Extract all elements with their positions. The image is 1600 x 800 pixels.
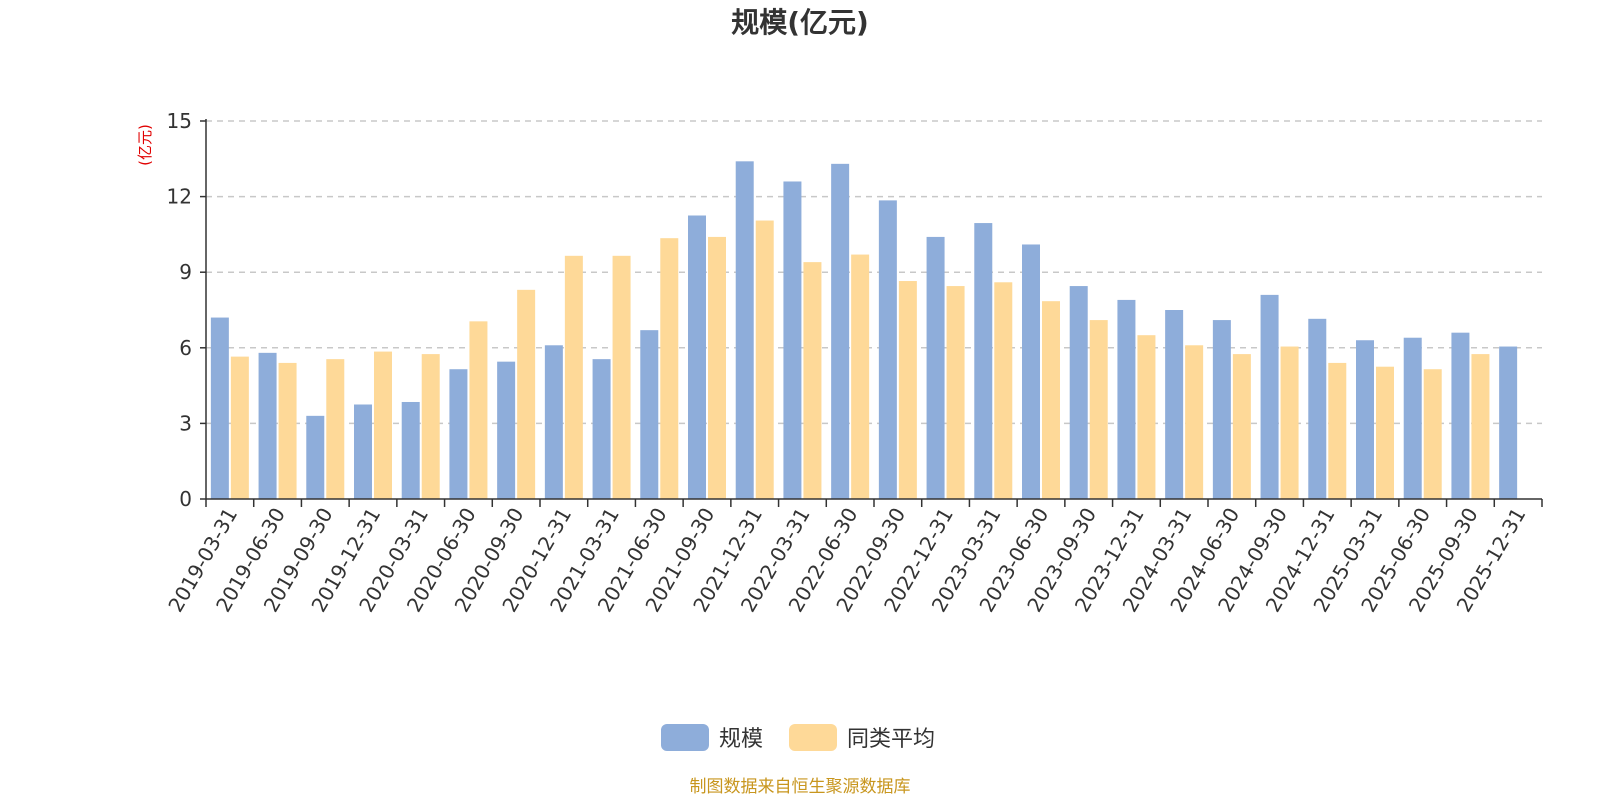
- bar-scale[interactable]: [544, 345, 563, 499]
- bar-peer-average[interactable]: [326, 359, 345, 499]
- y-tick-label: 9: [179, 260, 192, 284]
- bar-peer-average[interactable]: [1376, 366, 1394, 499]
- bar-peer-average[interactable]: [1232, 354, 1251, 499]
- bar-scale[interactable]: [354, 404, 372, 500]
- y-tick-label: 0: [179, 487, 192, 511]
- bar-scale[interactable]: [1022, 244, 1040, 499]
- y-tick-label: 12: [167, 185, 192, 209]
- y-tick-label: 15: [167, 109, 192, 133]
- bar-peer-average[interactable]: [898, 281, 917, 499]
- y-tick-label: 3: [179, 411, 192, 435]
- bar-scale[interactable]: [497, 361, 516, 499]
- bar-peer-average[interactable]: [1042, 301, 1060, 499]
- bar-peer-average[interactable]: [1137, 335, 1156, 499]
- bar-scale[interactable]: [926, 236, 945, 500]
- bar-peer-average[interactable]: [1328, 362, 1347, 499]
- x-tick-labels: 2019-03-312019-06-302019-09-302019-12-31…: [163, 503, 1530, 616]
- bar-scale[interactable]: [1260, 294, 1279, 499]
- bar-peer-average[interactable]: [278, 362, 297, 499]
- bar-scale[interactable]: [306, 415, 325, 499]
- bar-peer-average[interactable]: [755, 220, 774, 500]
- bar-peer-average[interactable]: [517, 289, 536, 499]
- bar-peer-average[interactable]: [1280, 346, 1299, 499]
- bar-peer-average[interactable]: [421, 354, 440, 499]
- bar-peer-average[interactable]: [612, 255, 631, 499]
- bar-scale[interactable]: [1499, 346, 1518, 499]
- bar-peer-average[interactable]: [1471, 354, 1490, 499]
- bar-peer-average[interactable]: [374, 351, 392, 499]
- bar-scale[interactable]: [258, 352, 277, 499]
- bar-peer-average[interactable]: [469, 321, 488, 499]
- chart-title: 规模(亿元): [731, 6, 869, 39]
- bar-scale[interactable]: [1069, 286, 1088, 499]
- bar-peer-average[interactable]: [994, 282, 1013, 499]
- bar-peer-average[interactable]: [946, 286, 965, 499]
- bar-scale[interactable]: [878, 200, 897, 499]
- bar-peer-average[interactable]: [230, 356, 249, 499]
- bar-scale[interactable]: [688, 215, 706, 500]
- bar-scale[interactable]: [1356, 340, 1374, 499]
- bar-scale[interactable]: [783, 181, 802, 500]
- legend-swatch-scale[interactable]: [661, 724, 709, 751]
- bar-scale[interactable]: [640, 330, 659, 499]
- y-axis-unit-label: (亿元): [136, 124, 154, 166]
- bar-peer-average[interactable]: [1185, 345, 1204, 499]
- bar-peer-average[interactable]: [1089, 320, 1108, 499]
- bar-scale[interactable]: [1212, 320, 1231, 499]
- bar-scale[interactable]: [401, 401, 420, 499]
- legend: 规模 同类平均: [661, 724, 935, 752]
- bar-scale[interactable]: [1117, 299, 1136, 499]
- legend-swatch-peer-average[interactable]: [789, 724, 837, 751]
- bar-scale[interactable]: [831, 163, 850, 499]
- bar-peer-average[interactable]: [660, 238, 679, 499]
- y-tick-labels: 0 3 6 9 12 15: [167, 109, 192, 511]
- bar-peer-average[interactable]: [564, 255, 583, 499]
- bar-scale[interactable]: [1308, 318, 1327, 499]
- bar-scale[interactable]: [974, 223, 993, 499]
- bar-scale[interactable]: [449, 369, 468, 499]
- bar-scale[interactable]: [1451, 332, 1470, 499]
- bar-scale[interactable]: [1403, 337, 1422, 499]
- bars: [210, 161, 1518, 500]
- axes: [200, 119, 1543, 507]
- bar-peer-average[interactable]: [1423, 369, 1442, 499]
- bar-peer-average[interactable]: [708, 236, 726, 500]
- source-note: 制图数据来自恒生聚源数据库: [690, 777, 911, 797]
- bar-scale[interactable]: [1165, 310, 1184, 499]
- legend-label-scale[interactable]: 规模: [719, 727, 763, 752]
- bar-peer-average[interactable]: [803, 262, 822, 499]
- bar-scale[interactable]: [592, 359, 611, 499]
- legend-label-peer-average[interactable]: 同类平均: [847, 727, 935, 752]
- y-tick-label: 6: [179, 336, 192, 360]
- bar-scale[interactable]: [735, 161, 754, 499]
- bar-scale[interactable]: [210, 317, 229, 499]
- bar-peer-average[interactable]: [851, 254, 870, 499]
